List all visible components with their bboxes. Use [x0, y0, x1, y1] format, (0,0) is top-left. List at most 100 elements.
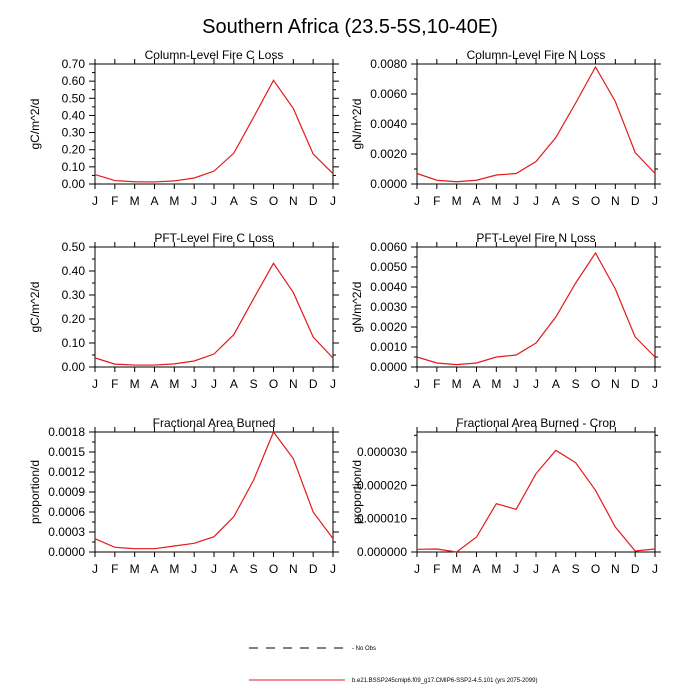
x-tick-label: J [414, 562, 420, 576]
x-tick-label: M [130, 377, 140, 391]
plot-frame [416, 246, 656, 368]
plot-frame [94, 431, 334, 553]
x-tick-label: J [191, 194, 197, 208]
x-tick-label: J [330, 377, 336, 391]
y-tick-label: 0.000010 [357, 512, 407, 526]
x-tick-label: J [191, 377, 197, 391]
x-tick-label: A [472, 377, 480, 391]
x-tick-label: D [309, 377, 318, 391]
y-tick-label: 0.40 [62, 264, 86, 278]
y-axis-label: gC/m^2/d [28, 99, 42, 150]
x-tick-label: O [269, 377, 278, 391]
y-tick-label: 0.0060 [370, 87, 407, 101]
y-tick-label: 0.0000 [370, 177, 407, 191]
x-tick-label: J [414, 377, 420, 391]
y-tick-label: 0.0003 [48, 525, 85, 539]
x-tick-label: J [92, 194, 98, 208]
y-tick-label: 0.0015 [48, 445, 85, 459]
panel-title: Fractional Area Burned [153, 416, 276, 430]
x-tick-label: J [533, 194, 539, 208]
x-tick-label: D [309, 194, 318, 208]
x-tick-label: J [652, 377, 658, 391]
y-tick-label: 0.0060 [370, 240, 407, 254]
panel-title: Fractional Area Burned - Crop [456, 416, 616, 430]
x-tick-label: A [230, 377, 238, 391]
x-tick-label: J [533, 377, 539, 391]
plot-frame [416, 431, 656, 553]
plot-frame [416, 63, 656, 185]
y-tick-label: 0.0012 [48, 465, 85, 479]
y-tick-label: 0.000020 [357, 478, 407, 492]
x-tick-label: A [230, 562, 238, 576]
y-tick-label: 0.50 [62, 91, 86, 105]
y-tick-label: 0.0080 [370, 57, 407, 71]
plot-frame [94, 246, 334, 368]
y-tick-label: 0.0000 [48, 545, 85, 559]
y-tick-label: 0.60 [62, 74, 86, 88]
y-axis-label: gN/m^2/d [350, 282, 364, 333]
y-tick-label: 0.0018 [48, 425, 85, 439]
x-tick-label: N [611, 194, 620, 208]
y-tick-label: 0.10 [62, 160, 86, 174]
y-axis-label: proportion/d [350, 460, 364, 524]
x-tick-label: J [330, 194, 336, 208]
x-tick-label: A [472, 194, 480, 208]
x-tick-label: M [169, 377, 179, 391]
x-tick-label: A [150, 194, 158, 208]
y-tick-label: 0.70 [62, 57, 86, 71]
y-tick-label: 0.000030 [357, 445, 407, 459]
x-tick-label: J [211, 194, 217, 208]
legend: - No Obs b.e21.BSSP245cmip6.f09_g17.CMIP… [249, 646, 537, 684]
y-tick-label: 0.00 [62, 360, 86, 374]
x-tick-label: N [289, 377, 298, 391]
series-line [94, 430, 334, 550]
y-tick-label: 0.0010 [370, 340, 407, 354]
x-tick-label: J [211, 562, 217, 576]
x-tick-label: J [211, 377, 217, 391]
x-tick-label: F [111, 194, 118, 208]
series-line [94, 262, 334, 366]
y-tick-label: 0.0040 [370, 280, 407, 294]
x-tick-label: M [130, 194, 140, 208]
panel-title: Column-Level Fire N Loss [467, 48, 606, 62]
series-line [416, 65, 656, 183]
legend-model-label: b.e21.BSSP245cmip6.f09_g17.CMIP6-SSP2-4.… [352, 678, 537, 684]
x-tick-label: A [552, 194, 560, 208]
x-tick-label: J [652, 562, 658, 576]
x-tick-label: M [169, 194, 179, 208]
x-tick-label: N [611, 377, 620, 391]
x-tick-label: J [414, 194, 420, 208]
y-tick-label: 0.20 [62, 143, 86, 157]
x-tick-label: J [191, 562, 197, 576]
x-tick-label: M [452, 377, 462, 391]
x-tick-label: O [269, 194, 278, 208]
y-tick-label: 0.0009 [48, 485, 85, 499]
x-tick-label: M [130, 562, 140, 576]
x-tick-label: S [250, 194, 258, 208]
series-line [416, 449, 656, 553]
y-axis-label: proportion/d [28, 460, 42, 524]
x-tick-label: F [111, 377, 118, 391]
x-tick-label: M [491, 562, 501, 576]
y-tick-label: 0.0030 [370, 300, 407, 314]
x-tick-label: A [552, 377, 560, 391]
y-tick-label: 0.50 [62, 240, 86, 254]
panel-title: PFT-Level Fire N Loss [476, 231, 595, 245]
x-tick-label: A [472, 562, 480, 576]
y-tick-label: 0.000000 [357, 545, 407, 559]
y-tick-label: 0.0050 [370, 260, 407, 274]
x-tick-label: F [433, 562, 440, 576]
x-tick-label: J [513, 377, 519, 391]
figure-title: Southern Africa (23.5-5S,10-40E) [202, 16, 498, 38]
x-tick-label: M [452, 194, 462, 208]
legend-obs-label: - No Obs [352, 646, 376, 652]
x-tick-label: A [150, 562, 158, 576]
